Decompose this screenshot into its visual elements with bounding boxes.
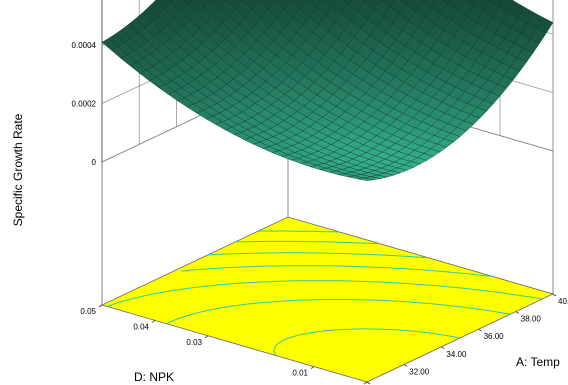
x-tick-mark bbox=[478, 328, 482, 332]
surface-facet bbox=[167, 0, 175, 4]
z-axis-title: Specific Growth Rate bbox=[11, 113, 25, 226]
x-tick-label: 38.00 bbox=[521, 315, 542, 324]
x-tick-label: 34.00 bbox=[446, 350, 467, 359]
floor-contour bbox=[166, 299, 511, 325]
x-axis-title: A: Temp bbox=[516, 355, 560, 369]
x-tick-mark bbox=[552, 293, 557, 297]
z-tick-label: 0 bbox=[92, 158, 97, 167]
floor-contour bbox=[207, 252, 429, 259]
surface-facet bbox=[342, 0, 352, 5]
z-tick-label: 0.0002 bbox=[72, 100, 97, 109]
x-tick-label: 36.00 bbox=[484, 332, 505, 341]
x-tick-label: 32.00 bbox=[409, 367, 430, 376]
y-tick-mark bbox=[204, 335, 209, 339]
y-tick-label: 0.01 bbox=[292, 369, 308, 378]
floor-contour bbox=[106, 280, 543, 307]
x-tick-mark bbox=[441, 346, 445, 350]
y-tick-label: 0.03 bbox=[186, 338, 202, 347]
floor-contour bbox=[180, 265, 493, 277]
y-tick-mark bbox=[151, 320, 156, 323]
x-tick-mark bbox=[515, 311, 520, 314]
surface-facet bbox=[357, 177, 374, 181]
floor-contour bbox=[235, 240, 381, 245]
x-tick-label: 40.00 bbox=[558, 297, 568, 306]
y-axis-title: D: NPK bbox=[134, 370, 174, 384]
x-tick-mark bbox=[366, 381, 371, 385]
z-tick-label: 0.0004 bbox=[72, 41, 97, 50]
y-tick-label: 0.04 bbox=[133, 322, 149, 331]
y-tick-mark bbox=[98, 304, 103, 308]
y-tick-label: 0.05 bbox=[80, 307, 96, 316]
floor-contour bbox=[258, 230, 340, 233]
x-tick-mark bbox=[403, 364, 408, 367]
floor-contour bbox=[273, 328, 461, 356]
y-tick-mark bbox=[363, 381, 368, 385]
y-tick-mark bbox=[310, 366, 315, 369]
surface-facet bbox=[361, 0, 367, 3]
